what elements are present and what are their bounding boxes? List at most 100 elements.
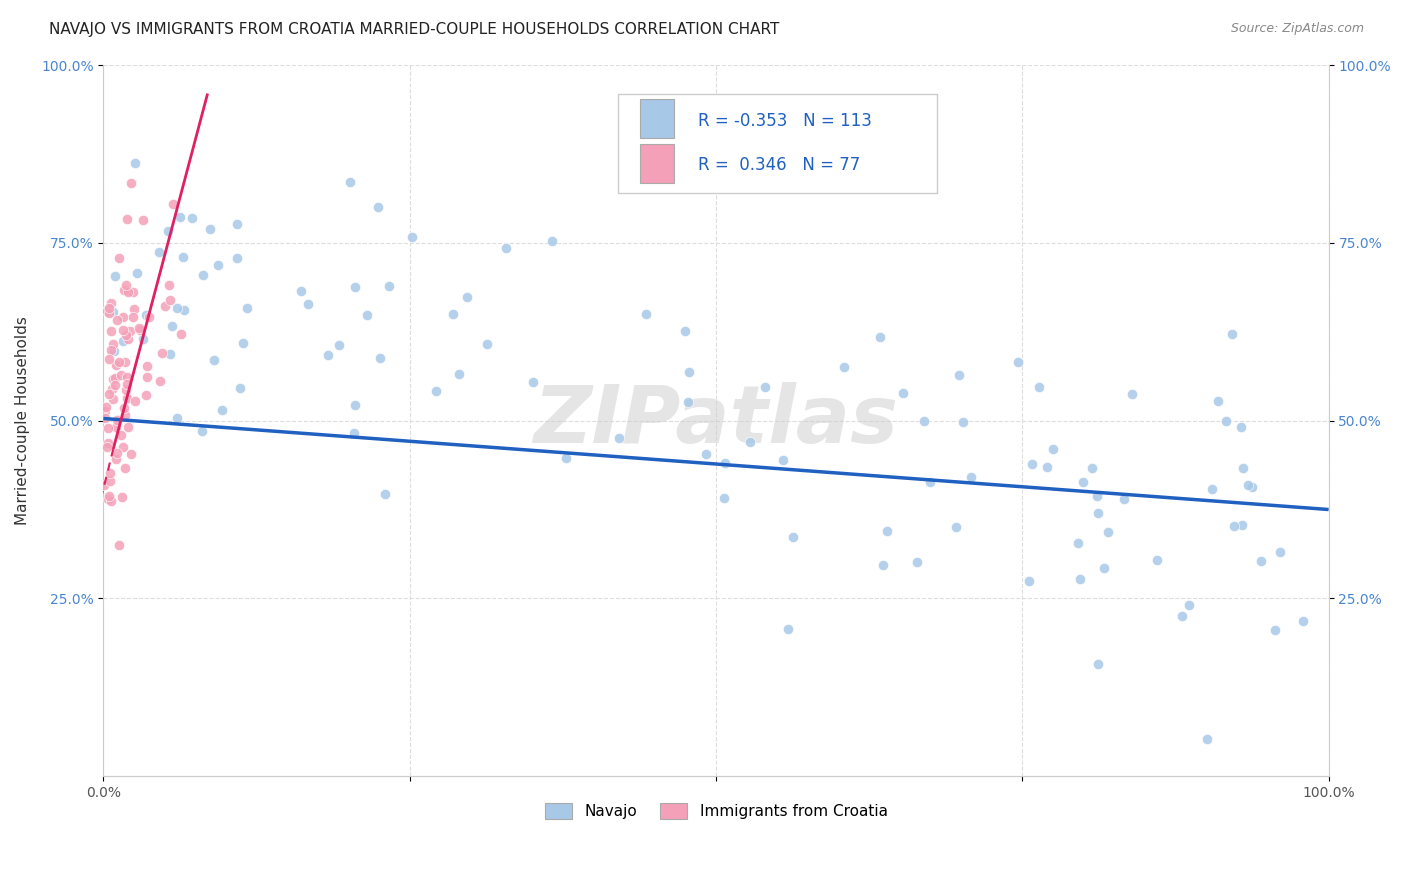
Point <box>401 229 423 244</box>
Point <box>101 337 124 351</box>
Point <box>952 415 974 429</box>
Point <box>316 348 339 362</box>
Point <box>344 398 367 412</box>
Point <box>1121 387 1143 401</box>
Point <box>945 519 967 533</box>
Point <box>112 334 135 348</box>
Point <box>115 391 138 405</box>
Text: Source: ZipAtlas.com: Source: ZipAtlas.com <box>1230 22 1364 36</box>
Point <box>173 303 195 318</box>
Point <box>1021 457 1043 471</box>
Point <box>117 419 139 434</box>
Point <box>98 474 121 488</box>
Point <box>229 381 252 395</box>
Point <box>115 370 138 384</box>
Point <box>673 324 696 338</box>
Point <box>111 490 134 504</box>
Point <box>236 301 259 316</box>
Point <box>97 489 120 503</box>
Point <box>738 435 761 450</box>
Point <box>98 306 121 320</box>
Point <box>1240 480 1263 494</box>
Point <box>100 343 122 357</box>
Point <box>112 401 135 416</box>
Point <box>456 290 478 304</box>
Point <box>676 395 699 409</box>
Point <box>678 365 700 379</box>
Point <box>713 491 735 506</box>
Point <box>872 558 894 573</box>
Point <box>94 411 117 425</box>
Point <box>159 293 181 308</box>
Point <box>207 258 229 272</box>
Point <box>912 414 935 428</box>
Point <box>166 301 188 315</box>
Point <box>1220 326 1243 341</box>
Point <box>110 428 132 442</box>
Point <box>1206 393 1229 408</box>
Text: NAVAJO VS IMMIGRANTS FROM CROATIA MARRIED-COUPLE HOUSEHOLDS CORRELATION CHART: NAVAJO VS IMMIGRANTS FROM CROATIA MARRIE… <box>49 22 779 37</box>
Point <box>634 308 657 322</box>
Point <box>96 440 118 454</box>
Point <box>198 222 221 236</box>
Point <box>1264 623 1286 637</box>
Point <box>127 266 149 280</box>
Point <box>105 445 128 459</box>
Point <box>124 393 146 408</box>
Point <box>156 224 179 238</box>
Point <box>132 333 155 347</box>
Point <box>1036 459 1059 474</box>
Point <box>159 347 181 361</box>
Point <box>105 359 128 373</box>
Point <box>232 336 254 351</box>
Point <box>555 451 578 466</box>
Point <box>104 268 127 283</box>
Point <box>104 371 127 385</box>
FancyBboxPatch shape <box>640 99 675 138</box>
Point <box>1291 615 1313 629</box>
Point <box>540 234 562 248</box>
Point <box>607 431 630 445</box>
Point <box>1085 489 1108 503</box>
Point <box>754 380 776 394</box>
Point <box>101 392 124 406</box>
Point <box>169 210 191 224</box>
Point <box>94 404 117 418</box>
Point <box>891 386 914 401</box>
Point <box>522 375 544 389</box>
Point <box>115 327 138 342</box>
Point <box>1081 461 1104 475</box>
Point <box>115 212 138 227</box>
Point <box>117 332 139 346</box>
Point <box>104 377 127 392</box>
Point <box>155 299 177 313</box>
Point <box>1028 380 1050 394</box>
Point <box>170 326 193 341</box>
Point <box>108 538 131 552</box>
Text: R = -0.353   N = 113: R = -0.353 N = 113 <box>697 112 872 130</box>
Point <box>117 376 139 391</box>
Point <box>103 372 125 386</box>
Point <box>97 387 120 401</box>
Point <box>101 305 124 319</box>
Point <box>495 241 517 255</box>
Point <box>918 475 941 490</box>
Point <box>343 280 366 294</box>
Point <box>111 323 134 337</box>
Point <box>149 374 172 388</box>
Point <box>1112 491 1135 506</box>
Point <box>93 478 115 492</box>
FancyBboxPatch shape <box>640 144 675 183</box>
Point <box>128 321 150 335</box>
Point <box>112 440 135 454</box>
Point <box>97 352 120 367</box>
Point <box>1087 506 1109 520</box>
Point <box>98 301 121 315</box>
Point <box>114 283 136 297</box>
Point <box>290 284 312 298</box>
Point <box>339 175 361 189</box>
Point <box>104 452 127 467</box>
Point <box>124 302 146 317</box>
Point <box>98 467 121 481</box>
Point <box>1201 482 1223 496</box>
